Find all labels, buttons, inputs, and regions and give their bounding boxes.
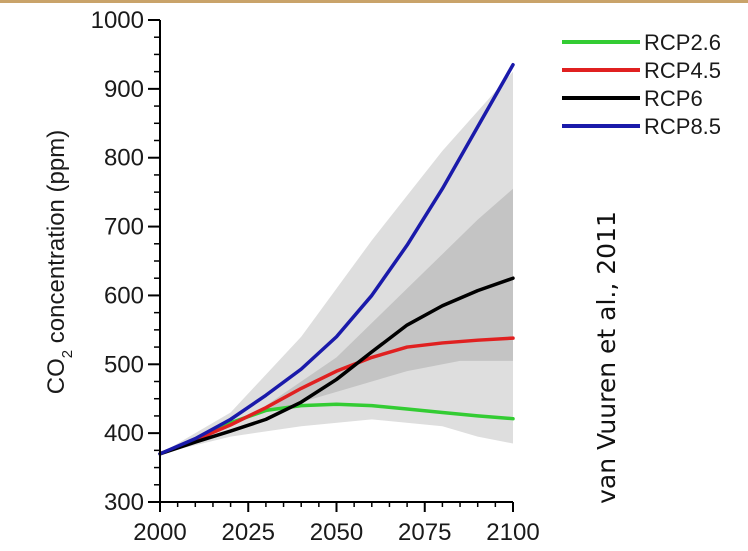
- series-line-rcp4-5: [158, 336, 515, 456]
- uncertainty-bands: [160, 71, 513, 454]
- x-axis-ticks: 2000 2025 2050 2075 2100: [133, 502, 540, 546]
- x-tick-label: 2075: [398, 519, 451, 546]
- y-tick-label: 300: [104, 489, 144, 516]
- y-tick-label: 600: [104, 282, 144, 309]
- legend-label-rcp2-6: RCP2.6: [644, 30, 721, 55]
- x-tick-label: 2050: [310, 519, 363, 546]
- y-tick-label: 500: [104, 351, 144, 378]
- y-axis-ticks: 300 400 500 600 700 800 900 1000: [91, 7, 160, 516]
- x-tick-label: 2100: [486, 519, 539, 546]
- y-tick-label: 1000: [91, 7, 144, 34]
- legend-label-rcp6: RCP6: [644, 86, 703, 111]
- series-line-rcp8-5: [158, 63, 515, 456]
- y-tick-label: 900: [104, 76, 144, 103]
- y-axis-label: CO2 concentration (ppm): [43, 130, 76, 394]
- series-lines: [158, 63, 515, 456]
- legend-label-rcp8-5: RCP8.5: [644, 114, 721, 139]
- series-line-rcp6: [158, 276, 515, 456]
- citation-credit: van Vuuren et al., 2011: [591, 211, 621, 504]
- x-tick-label: 2025: [222, 519, 275, 546]
- y-tick-label: 700: [104, 214, 144, 241]
- legend: RCP2.6 RCP4.5 RCP6 RCP8.5: [562, 30, 721, 139]
- legend-label-rcp4-5: RCP4.5: [644, 58, 721, 83]
- uncertainty-band-2: [265, 188, 513, 413]
- x-tick-label: 2000: [133, 519, 186, 546]
- y-tick-label: 800: [104, 145, 144, 172]
- top-border: [0, 0, 748, 3]
- y-tick-label: 400: [104, 420, 144, 447]
